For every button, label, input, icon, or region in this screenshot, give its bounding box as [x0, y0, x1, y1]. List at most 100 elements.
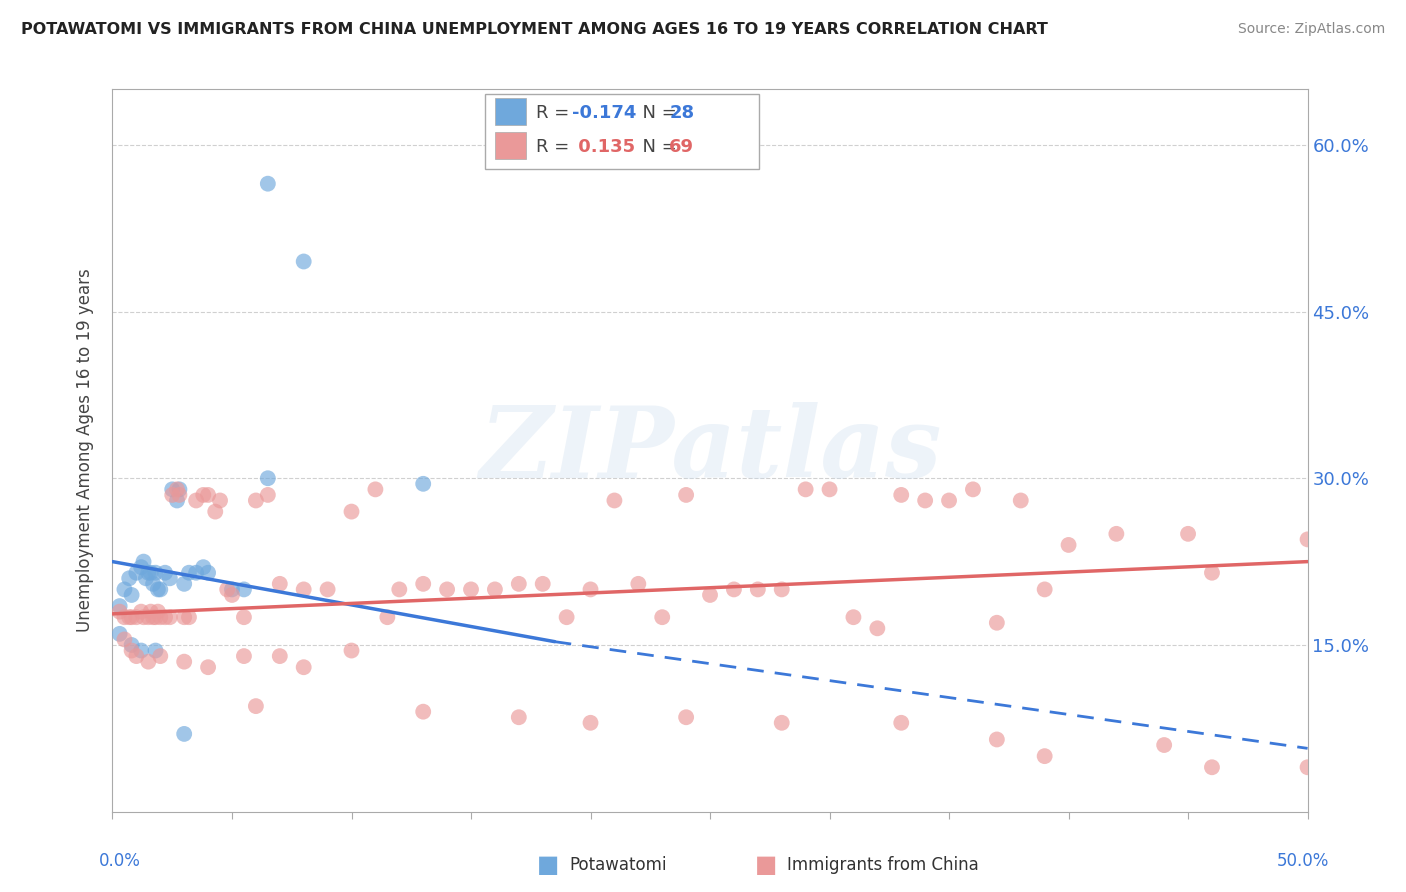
Point [121, 643, 143, 657]
Point [770, 715, 793, 730]
Point [555, 610, 578, 624]
Point [221, 582, 243, 597]
Point [177, 566, 200, 580]
Point [173, 577, 195, 591]
Point [245, 493, 267, 508]
Text: R =: R = [536, 138, 575, 156]
Text: N =: N = [631, 104, 683, 122]
Text: 0.135: 0.135 [572, 138, 636, 156]
Point [579, 715, 602, 730]
Point [412, 705, 434, 719]
Y-axis label: Unemployment Among Ages 16 to 19 years: Unemployment Among Ages 16 to 19 years [76, 268, 94, 632]
Point [149, 582, 172, 597]
Point [316, 582, 339, 597]
Point [118, 571, 141, 585]
Point [145, 566, 167, 580]
Point [135, 571, 157, 585]
Point [125, 566, 148, 580]
Point [173, 727, 195, 741]
Point [233, 649, 256, 664]
Point [193, 488, 215, 502]
Point [412, 577, 434, 591]
Point [166, 493, 188, 508]
Point [675, 710, 697, 724]
Point [747, 582, 769, 597]
Point [146, 582, 169, 597]
Point [173, 610, 195, 624]
Point [1033, 749, 1056, 764]
Point [166, 483, 188, 497]
Point [627, 577, 650, 591]
Text: R =: R = [536, 104, 575, 122]
Point [1296, 760, 1319, 774]
Point [292, 660, 315, 674]
Point [866, 621, 889, 635]
Point [1153, 738, 1175, 752]
Point [890, 715, 912, 730]
Point [388, 582, 411, 597]
Text: 28: 28 [669, 104, 695, 122]
Point [842, 610, 865, 624]
Point [233, 610, 256, 624]
Point [962, 483, 984, 497]
Point [177, 610, 200, 624]
Point [197, 566, 219, 580]
Point [986, 615, 1008, 630]
Point [377, 610, 399, 624]
Text: Immigrants from China: Immigrants from China [787, 856, 979, 874]
Point [159, 571, 181, 585]
Point [1105, 526, 1128, 541]
Point [651, 610, 673, 624]
Point [149, 649, 172, 664]
Point [108, 627, 131, 641]
Point [217, 582, 239, 597]
Text: Potawatomi: Potawatomi [569, 856, 666, 874]
Point [257, 177, 280, 191]
Point [114, 632, 135, 647]
Text: 50.0%: 50.0% [1277, 852, 1329, 870]
Point [162, 488, 183, 502]
Point [139, 605, 162, 619]
Point [818, 483, 841, 497]
Text: ZIPatlas: ZIPatlas [479, 402, 941, 499]
Point [412, 476, 434, 491]
Point [508, 577, 530, 591]
Point [460, 582, 482, 597]
Point [1177, 526, 1199, 541]
Point [603, 493, 626, 508]
Point [579, 582, 602, 597]
Point [118, 610, 141, 624]
Point [114, 610, 135, 624]
Point [121, 638, 143, 652]
Point [986, 732, 1008, 747]
Point [675, 488, 697, 502]
Point [125, 649, 148, 664]
Point [146, 605, 169, 619]
Point [1033, 582, 1056, 597]
Point [142, 610, 165, 624]
Point [257, 471, 280, 485]
Point [1057, 538, 1080, 552]
Point [129, 605, 152, 619]
Point [193, 560, 215, 574]
Point [169, 488, 191, 502]
Text: Source: ZipAtlas.com: Source: ZipAtlas.com [1237, 22, 1385, 37]
Point [142, 577, 165, 591]
Point [129, 560, 152, 574]
Point [186, 566, 208, 580]
Text: N =: N = [631, 138, 683, 156]
Point [292, 254, 315, 268]
Point [436, 582, 458, 597]
Point [149, 610, 172, 624]
Point [129, 643, 152, 657]
Point [340, 505, 363, 519]
Point [364, 483, 387, 497]
Point [233, 582, 256, 597]
Point [1296, 533, 1319, 547]
Point [108, 599, 131, 613]
Point [1010, 493, 1032, 508]
Point [269, 577, 291, 591]
Text: 0.0%: 0.0% [98, 852, 141, 870]
Point [699, 588, 721, 602]
Point [723, 582, 745, 597]
